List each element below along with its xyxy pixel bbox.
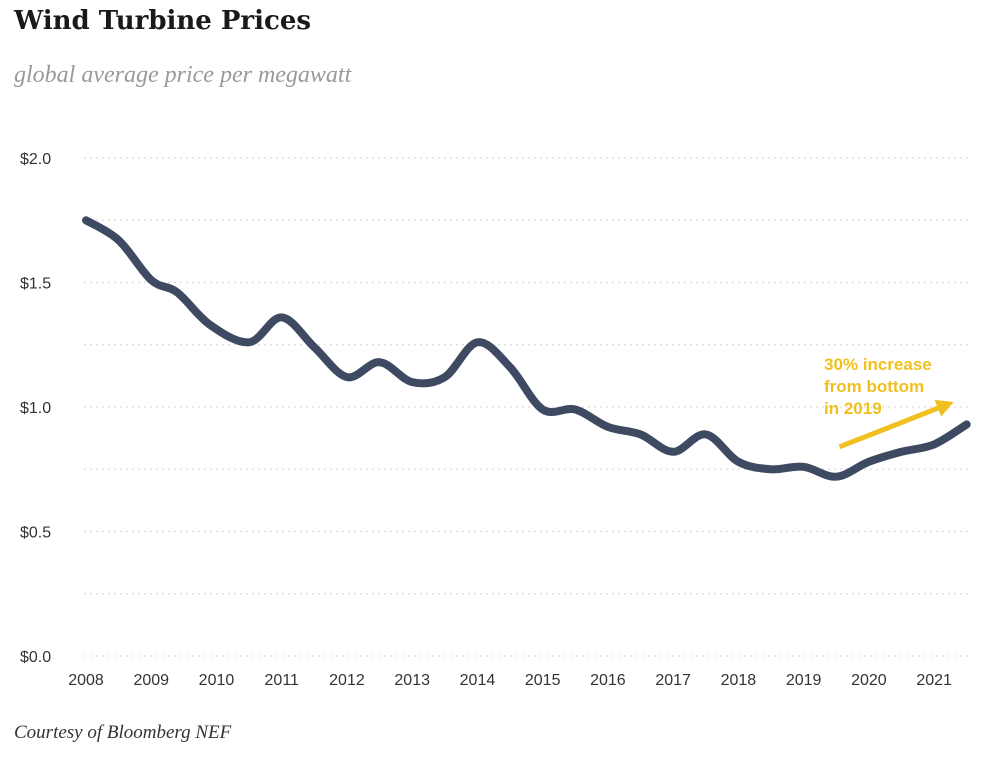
x-tick-label: 2010 — [199, 672, 235, 689]
x-tick-label: 2008 — [68, 672, 104, 689]
x-tick-label: 2015 — [525, 672, 561, 689]
x-tick-label: 2021 — [916, 672, 952, 689]
x-tick-label: 2011 — [265, 672, 300, 689]
x-tick-label: 2013 — [394, 672, 430, 689]
y-tick-label: $1.5 — [20, 276, 51, 293]
x-tick-label: 2016 — [590, 672, 626, 689]
x-tick-label: 2017 — [655, 672, 691, 689]
y-tick-label: $0.0 — [20, 649, 51, 666]
series-line — [82, 216, 971, 481]
x-tick-label: 2014 — [460, 672, 496, 689]
x-tick-label: 2018 — [721, 672, 757, 689]
x-tick-label: 2009 — [133, 672, 169, 689]
annotation-text: in 2019 — [824, 399, 882, 418]
source-credit: Courtesy of Bloomberg NEF — [14, 722, 232, 743]
x-tick-label: 2019 — [786, 672, 822, 689]
y-axis-tick-labels: $0.0 $0.5 $1.0 $1.5 $2.0 — [20, 151, 51, 666]
chart-subtitle: global average price per megawatt — [14, 62, 352, 88]
annotation-text: from bottom — [824, 377, 924, 396]
annotation-arrow-shaft — [838, 405, 939, 450]
x-tick-label: 2012 — [329, 672, 365, 689]
annotation-layer: 30% increase from bottom in 2019 — [824, 355, 954, 450]
annotation-text: 30% increase — [824, 355, 932, 374]
y-tick-label: $0.5 — [20, 525, 51, 542]
series-layer — [82, 216, 971, 481]
x-tick-label: 2020 — [851, 672, 887, 689]
x-axis-tick-labels: 2008 2009 2010 2011 2012 2013 2014 2015 2016 2017… — [68, 672, 952, 689]
annotation-arrow-head — [934, 399, 954, 417]
y-tick-label: $2.0 — [20, 151, 51, 168]
chart-title: Wind Turbine Prices — [14, 6, 312, 36]
y-tick-label: $1.0 — [20, 400, 51, 417]
